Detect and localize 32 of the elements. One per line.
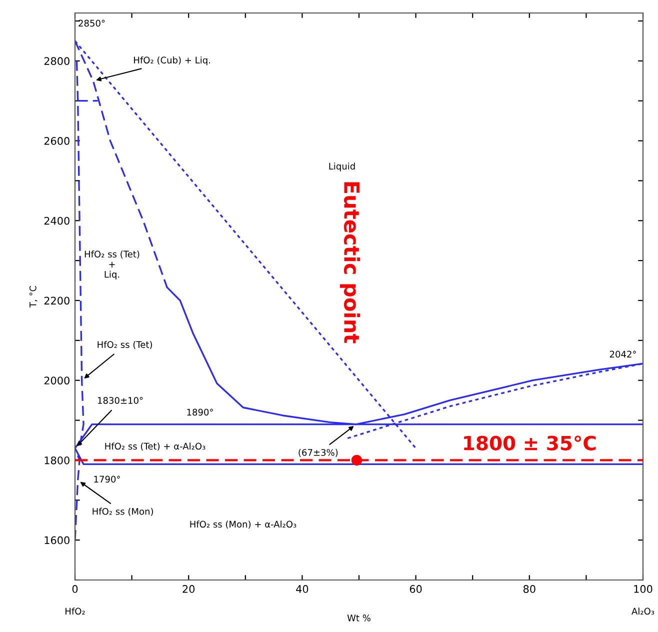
y-tick-label: 2800 — [44, 57, 70, 66]
x-axis-title: Wt % — [347, 614, 370, 622]
x-tick-label: 60 — [410, 585, 422, 593]
y-tick-label: 2400 — [44, 216, 70, 225]
annotation: 2850° — [78, 20, 105, 27]
y-tick-label: 2200 — [44, 296, 70, 305]
ref-line-label: 1800 ± 35°C — [464, 436, 596, 450]
annotation: Liquid — [329, 162, 355, 172]
y-axis-title: T, °C — [29, 286, 38, 308]
y-tick-label: 1800 — [44, 456, 70, 464]
annotation: 1790° — [94, 476, 120, 483]
annotation: HfO₂ ss (Tet) + α-Al₂O₃ — [105, 442, 206, 451]
x-tick-label: 20 — [182, 585, 195, 593]
annotation: HfO₂ ss (Mon) — [92, 508, 153, 516]
annotation: HfO₂ (Cub) + Liq. — [134, 56, 210, 66]
annotation: HfO₂ ss (Mon) + α-Al₂O₃ — [190, 520, 296, 529]
y-tick-label: 2000 — [44, 376, 70, 384]
text: HfO₂ — [66, 608, 85, 615]
y-tick-label: 2600 — [44, 137, 70, 145]
annotation: (67±3%) — [298, 448, 338, 457]
annotation: HfO₂ ss (Tet) — [98, 340, 152, 350]
annotation: 1830±10° — [98, 397, 143, 404]
annotation: Eutectic point — [340, 182, 360, 344]
annotation: HfO₂ ss (Tet) + Liq. — [84, 250, 140, 280]
x-tick-label: 100 — [634, 585, 652, 593]
x-tick-label: 0 — [72, 585, 78, 593]
annotation: 1890° — [187, 408, 213, 416]
text: Al₂O₃ — [632, 608, 654, 615]
annotation: 2042° — [610, 350, 636, 358]
y-tick-label: 1600 — [44, 536, 70, 544]
x-tick-label: 80 — [523, 585, 536, 593]
x-tick-label: 40 — [296, 585, 308, 593]
